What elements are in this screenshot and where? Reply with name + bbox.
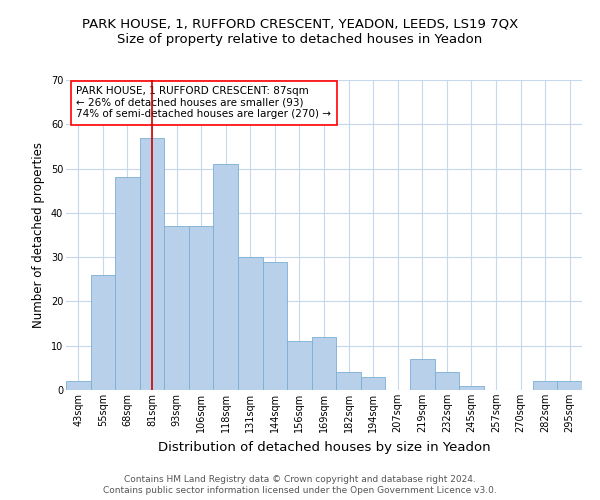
Bar	[336, 372, 361, 390]
Bar	[189, 226, 214, 390]
X-axis label: Distribution of detached houses by size in Yeadon: Distribution of detached houses by size …	[158, 440, 490, 454]
Bar	[263, 262, 287, 390]
Bar	[238, 257, 263, 390]
Bar	[66, 381, 91, 390]
Bar	[115, 178, 140, 390]
Bar	[361, 376, 385, 390]
Bar	[312, 337, 336, 390]
Text: Contains HM Land Registry data © Crown copyright and database right 2024.: Contains HM Land Registry data © Crown c…	[124, 475, 476, 484]
Bar	[140, 138, 164, 390]
Text: Contains public sector information licensed under the Open Government Licence v3: Contains public sector information licen…	[103, 486, 497, 495]
Bar	[533, 381, 557, 390]
Text: PARK HOUSE, 1, RUFFORD CRESCENT, YEADON, LEEDS, LS19 7QX: PARK HOUSE, 1, RUFFORD CRESCENT, YEADON,…	[82, 18, 518, 30]
Bar	[410, 359, 434, 390]
Bar	[164, 226, 189, 390]
Text: Size of property relative to detached houses in Yeadon: Size of property relative to detached ho…	[118, 32, 482, 46]
Bar	[214, 164, 238, 390]
Y-axis label: Number of detached properties: Number of detached properties	[32, 142, 45, 328]
Bar	[459, 386, 484, 390]
Bar	[91, 275, 115, 390]
Text: PARK HOUSE, 1 RUFFORD CRESCENT: 87sqm
← 26% of detached houses are smaller (93)
: PARK HOUSE, 1 RUFFORD CRESCENT: 87sqm ← …	[76, 86, 331, 120]
Bar	[557, 381, 582, 390]
Bar	[434, 372, 459, 390]
Bar	[287, 342, 312, 390]
